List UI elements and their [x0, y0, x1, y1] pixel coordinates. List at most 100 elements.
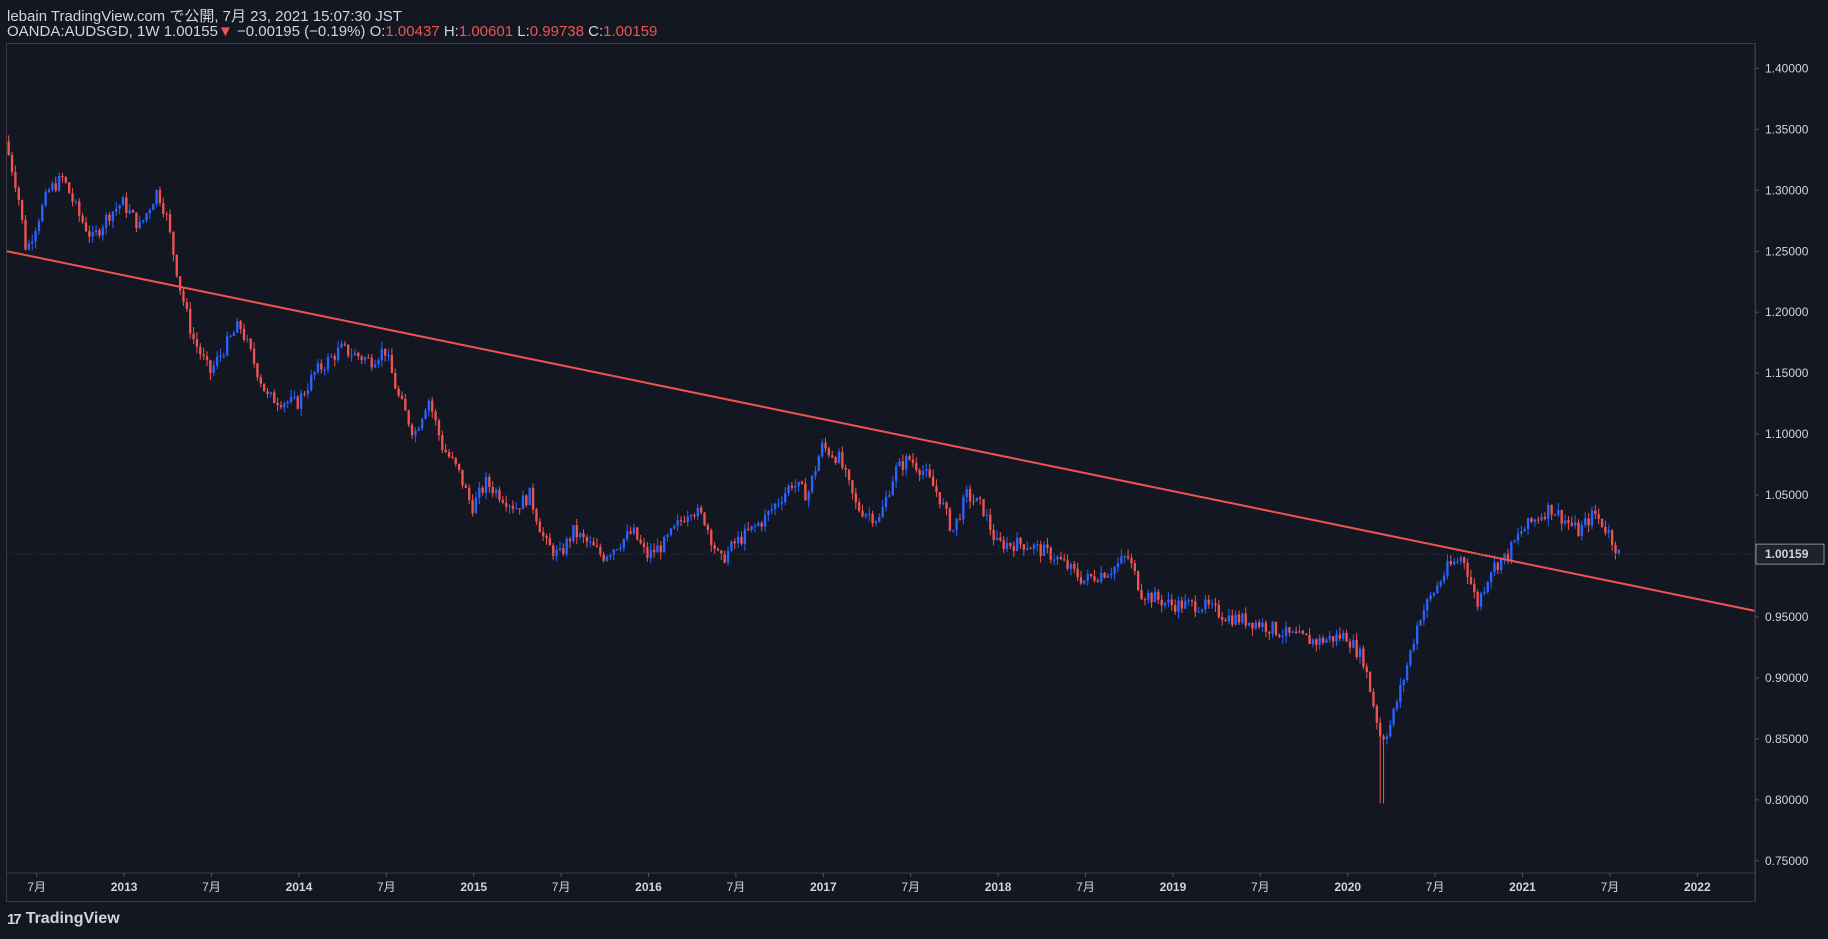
candle-body [1617, 549, 1621, 554]
candle-body [289, 396, 293, 402]
candle-body [468, 487, 471, 500]
candle-body [538, 521, 541, 533]
candle-body [1543, 517, 1547, 519]
candle-body [743, 528, 747, 544]
candle-body [1133, 563, 1136, 572]
candle-body [410, 424, 414, 436]
candle-body [1294, 631, 1298, 634]
candle-body [1526, 518, 1530, 529]
candle-body [276, 402, 279, 406]
candle-body [1513, 540, 1516, 543]
candle-body [1331, 636, 1335, 642]
candle-body [1130, 557, 1133, 564]
candle-body [726, 550, 730, 563]
candle-body [1325, 639, 1328, 643]
candle-body [1415, 625, 1419, 644]
candle-body [810, 475, 814, 492]
candle-body [165, 213, 168, 215]
candle-body [199, 346, 202, 355]
candle-body [874, 521, 878, 524]
x-tick-label-16: 7月 [1426, 880, 1445, 894]
candle-body [871, 513, 874, 524]
candle-body [1113, 567, 1116, 574]
candle-body [878, 517, 881, 522]
y-tick-label-2: 1.30000 [1765, 183, 1809, 197]
candle-body [1022, 544, 1026, 550]
candle-body [1106, 575, 1110, 578]
candle-body [431, 400, 434, 412]
candle-body [441, 435, 444, 450]
x-tick-label-1: 2013 [111, 880, 138, 894]
candle-body [1221, 617, 1224, 620]
candle-body [1533, 519, 1536, 522]
candle-body [760, 523, 763, 527]
candle-body [299, 393, 303, 409]
candle-body [794, 485, 797, 488]
candle-body [266, 391, 269, 395]
candle-body [1439, 581, 1442, 586]
x-tick-label-8: 7月 [727, 880, 746, 894]
candle-body [1184, 600, 1187, 609]
candle-body [1170, 599, 1173, 606]
x-tick-label-15: 2020 [1334, 880, 1361, 894]
candle-body [541, 532, 545, 536]
tradingview-logo[interactable]: 17 TradingView [7, 910, 120, 928]
candle-body [847, 469, 851, 481]
candle-body [784, 493, 787, 502]
candle-body [501, 499, 505, 503]
candle-body [138, 221, 141, 229]
candle-body [716, 548, 720, 551]
price-axis: 1.40000 1.35000 1.30000 1.25000 1.20000 1.150… [7, 44, 1825, 902]
candle-body [1395, 702, 1399, 709]
candle-body [837, 451, 841, 463]
y-tick-label-9: 0.95000 [1765, 610, 1809, 624]
candle-body [1379, 722, 1382, 737]
candle-body [975, 497, 978, 502]
candle-body [1550, 504, 1553, 515]
candle-body [1100, 572, 1103, 582]
candle-body [434, 411, 437, 421]
candle-body [982, 499, 985, 516]
x-tick-label-19: 2022 [1684, 880, 1711, 894]
change-arrow-icon: ▼ [217, 23, 233, 40]
open-label: O: [369, 23, 386, 40]
tradingview-logo-text: TradingView [25, 910, 120, 927]
candle-body [94, 230, 98, 233]
candle-body [612, 549, 615, 555]
candle-body [424, 410, 427, 419]
candle-body [98, 230, 101, 236]
symbol-label: OANDA:AUDSGD, 1W [7, 23, 160, 40]
candle-body [104, 214, 108, 228]
candle-body [992, 529, 995, 540]
candle-body [373, 364, 377, 368]
candle-body [1560, 510, 1563, 524]
candle-body [978, 497, 982, 500]
candle-body [1382, 736, 1385, 740]
candle-body [804, 483, 807, 501]
candle-body [636, 527, 639, 540]
candle-body [1026, 548, 1029, 550]
candle-body [427, 400, 431, 411]
candle-body [1426, 599, 1429, 611]
candle-body [1083, 580, 1086, 584]
last-price-box [1755, 543, 1825, 565]
last-price: 1.00155 [163, 23, 218, 40]
candle-body [1358, 648, 1362, 658]
candle-body [710, 530, 713, 545]
candle-body [303, 393, 306, 395]
candle-body [915, 462, 918, 471]
candle-body [1392, 708, 1395, 725]
candle-body [498, 489, 501, 500]
candle-body [236, 321, 239, 333]
candle-body [74, 201, 78, 203]
candle-body [1227, 615, 1231, 622]
candle-body [1402, 679, 1405, 685]
candle-body [363, 357, 367, 361]
candle-body [37, 221, 41, 232]
candle-body [1029, 548, 1032, 550]
x-tick-label-13: 2019 [1160, 880, 1187, 894]
candle-body [205, 356, 209, 361]
candle-body [269, 392, 273, 395]
candle-body [316, 363, 320, 373]
